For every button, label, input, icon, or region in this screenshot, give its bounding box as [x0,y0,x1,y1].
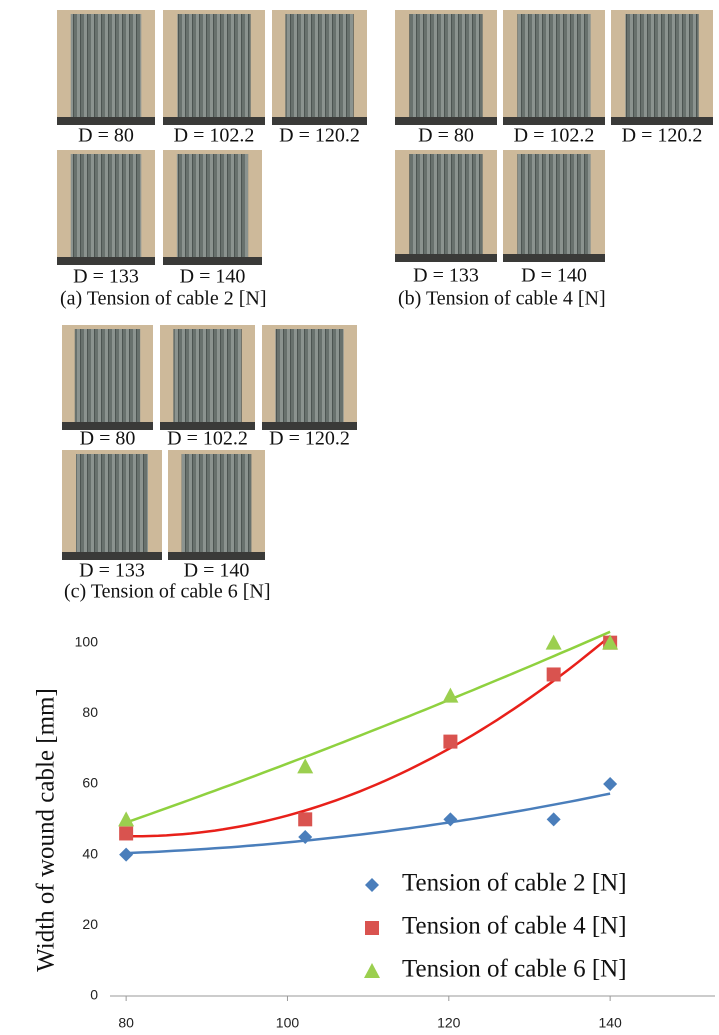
photo-cable [409,154,482,254]
trend-line [126,636,610,836]
photo-label: D = 120.2 [279,125,360,147]
photo-cable [409,14,482,117]
marker [443,735,457,749]
legend-marker [364,963,380,978]
photo-label: D = 133 [413,265,479,287]
legend-label: Tension of cable 6 [N] [402,956,627,983]
photo-label: D = 120.2 [269,428,350,450]
marker [119,826,133,840]
panel-caption: (b) Tension of cable 4 [N] [398,288,606,310]
photo-cable [177,154,248,257]
photo-label: D = 120.2 [622,125,703,147]
photo-label: D = 80 [418,125,474,147]
photo-label: D = 140 [184,560,250,582]
photo-base [395,254,497,262]
photo-cable [173,329,241,422]
x-tick-label: 120 [437,1015,461,1031]
y-tick-label: 60 [82,775,98,791]
photo-label: D = 133 [73,266,139,288]
photo-base [163,257,262,265]
legend-label: Tension of cable 4 [N] [402,913,627,940]
y-axis-title: Width of wound cable [mm] [33,688,60,972]
photo-cable [517,154,590,254]
y-tick-label: 20 [82,916,98,932]
marker [442,688,458,703]
marker [546,635,562,650]
x-tick-label: 100 [276,1015,300,1031]
y-tick-label: 40 [82,845,98,861]
trend-line [126,794,610,854]
photo-label: D = 102.2 [514,125,595,147]
marker [297,758,313,773]
marker [298,812,312,826]
photo-label: D = 140 [521,265,587,287]
marker [603,777,617,791]
photo-base [503,254,605,262]
panel-caption: (c) Tension of cable 6 [N] [64,581,270,603]
photo-cable [275,329,343,422]
photo-label: D = 80 [80,428,136,450]
photo-cable [75,329,141,422]
marker [547,667,561,681]
marker [547,812,561,826]
photo-cable [625,14,698,117]
photo-cable [71,154,142,257]
legend-marker [365,878,379,892]
y-tick-label: 0 [90,987,98,1003]
chart: Width of wound cable [mm] 0 20 40 60 80 100 80… [33,632,715,1031]
photo-base [57,257,155,265]
photo-label: D = 133 [79,560,145,582]
x-tick-label: 140 [598,1015,622,1031]
marker [119,848,133,862]
photo-label: D = 102.2 [174,125,255,147]
photo-label: D = 80 [78,125,134,147]
legend-label: Tension of cable 2 [N] [402,870,627,897]
photo-label: D = 102.2 [167,428,248,450]
legend-marker [365,921,379,935]
photo-cable [182,454,252,552]
photo-cable [71,14,142,117]
trend-line [126,632,610,823]
photo-label: D = 140 [180,266,246,288]
x-tick-label: 80 [118,1015,134,1031]
y-tick-label: 100 [75,633,99,649]
photo-cable [517,14,590,117]
photo-cable [285,14,353,117]
y-tick-label: 80 [82,704,98,720]
figure: D = 80D = 102.2D = 120.2D = 133D = 140(a… [0,0,719,1035]
marker [118,811,134,826]
photo-cable [177,14,250,117]
panel-caption: (a) Tension of cable 2 [N] [60,288,266,310]
photo-cable [76,454,148,552]
